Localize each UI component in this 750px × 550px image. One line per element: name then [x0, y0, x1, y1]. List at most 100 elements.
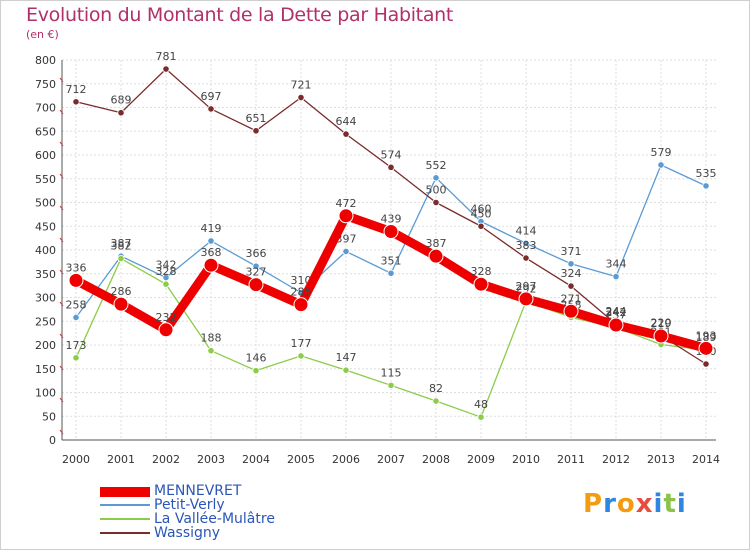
data-label-la-vallee-mulatre: 382 [111, 240, 132, 253]
data-point-mennevret [518, 291, 534, 307]
data-point-wassigny [117, 109, 125, 117]
y-tick-label: 300 [35, 292, 56, 305]
y-tick-label: 600 [35, 149, 56, 162]
data-point-la-vallee-mulatre [162, 280, 170, 288]
data-label-petit-verly: 366 [246, 247, 267, 260]
data-point-petit-verly [522, 239, 530, 247]
data-label-wassigny: 712 [66, 83, 87, 96]
data-point-mennevret [293, 297, 309, 313]
y-axis-marker [59, 269, 64, 275]
data-point-petit-verly [342, 247, 350, 256]
y-tick-label: 250 [35, 315, 56, 328]
y-axis-marker [59, 365, 64, 371]
data-label-petit-verly: 351 [381, 254, 402, 267]
data-label-la-vallee-mulatre: 115 [381, 366, 402, 379]
data-label-la-vallee-mulatre: 82 [429, 382, 443, 395]
data-label-wassigny: 244 [606, 305, 627, 318]
data-point-petit-verly [207, 237, 215, 245]
data-label-petit-verly: 344 [606, 258, 627, 271]
data-point-mennevret [608, 317, 624, 333]
y-tick-label: 650 [35, 125, 56, 138]
data-label-petit-verly: 310 [291, 274, 312, 287]
y-tick-label: 200 [35, 339, 56, 352]
data-label-mennevret: 232 [156, 311, 177, 324]
data-point-wassigny [477, 222, 485, 230]
data-label-mennevret: 193 [696, 329, 717, 342]
legend-label-petit-verly: Petit-Verly [154, 497, 225, 513]
logo-letter: t [663, 489, 677, 519]
x-tick-label: 2009 [467, 453, 495, 466]
y-tick-label: 350 [35, 268, 56, 281]
data-point-petit-verly [567, 260, 575, 268]
data-point-wassigny [567, 282, 575, 290]
data-point-la-vallee-mulatre [252, 367, 260, 375]
data-point-la-vallee-mulatre [207, 347, 215, 355]
proxiti-logo[interactable]: Proxiti [583, 489, 687, 519]
y-axis-marker [59, 173, 64, 179]
data-label-mennevret: 336 [66, 261, 87, 274]
logo-letter: i [653, 489, 664, 519]
data-point-wassigny [162, 65, 170, 73]
data-label-petit-verly: 258 [66, 298, 87, 311]
x-tick-label: 2007 [377, 453, 405, 466]
y-axis-marker [59, 237, 64, 243]
logo-letter: x [635, 489, 654, 519]
data-point-petit-verly [72, 313, 80, 322]
logo-letter: i [676, 489, 687, 519]
data-point-mennevret [248, 277, 264, 293]
y-axis-marker [59, 109, 64, 115]
data-label-petit-verly: 387 [111, 237, 132, 250]
data-point-mennevret [338, 208, 354, 224]
data-point-la-vallee-mulatre [297, 352, 305, 360]
data-label-la-vallee-mulatre: 237 [606, 308, 627, 321]
data-point-wassigny [387, 163, 395, 171]
data-label-wassigny: 689 [111, 94, 132, 107]
y-tick-label: 700 [35, 102, 56, 115]
x-tick-label: 2010 [512, 453, 540, 466]
data-label-la-vallee-mulatre: 188 [201, 332, 222, 345]
y-axis-marker [59, 397, 64, 403]
data-point-wassigny [432, 198, 440, 207]
data-point-wassigny [342, 130, 350, 138]
data-point-wassigny [522, 254, 530, 262]
chart-unit-label: (en €) [26, 28, 59, 41]
x-tick-label: 2005 [287, 453, 315, 466]
data-label-wassigny: 721 [291, 79, 312, 92]
data-label-la-vallee-mulatre: 177 [291, 337, 312, 350]
data-point-mennevret [68, 272, 84, 288]
x-tick-label: 2012 [602, 453, 630, 466]
y-axis-marker [59, 77, 64, 83]
data-label-wassigny: 324 [561, 267, 582, 280]
data-label-mennevret: 328 [471, 265, 492, 278]
data-label-mennevret: 271 [561, 292, 582, 305]
data-point-mennevret [203, 257, 219, 273]
data-label-wassigny: 450 [471, 207, 492, 220]
y-tick-label: 500 [35, 197, 56, 210]
y-tick-label: 450 [35, 220, 56, 233]
logo-letter: r [603, 489, 617, 519]
data-label-wassigny: 500 [426, 184, 447, 197]
data-point-petit-verly [657, 161, 665, 169]
data-label-wassigny: 574 [381, 148, 402, 161]
data-point-mennevret [473, 276, 489, 292]
y-axis-marker [59, 333, 64, 339]
y-tick-label: 100 [35, 387, 56, 400]
x-tick-label: 2014 [692, 453, 720, 466]
data-label-mennevret: 472 [336, 197, 357, 210]
data-point-la-vallee-mulatre [342, 366, 350, 374]
y-tick-label: 750 [35, 78, 56, 91]
x-tick-label: 2006 [332, 453, 360, 466]
data-label-mennevret: 387 [426, 237, 447, 250]
legend-label-wassigny: Wassigny [154, 525, 221, 541]
data-point-petit-verly [252, 262, 260, 270]
data-label-la-vallee-mulatre: 173 [66, 339, 87, 352]
y-axis-marker [59, 205, 64, 211]
y-tick-label: 0 [49, 434, 56, 447]
data-point-la-vallee-mulatre [117, 254, 125, 263]
data-label-la-vallee-mulatre: 189 [696, 331, 717, 344]
data-label-petit-verly: 552 [426, 159, 447, 172]
data-point-petit-verly [387, 269, 395, 277]
data-point-la-vallee-mulatre [387, 381, 395, 389]
data-point-la-vallee-mulatre [72, 354, 80, 362]
legend-label-la-vallee-mulatre: La Vallée-Mulâtre [154, 511, 275, 527]
